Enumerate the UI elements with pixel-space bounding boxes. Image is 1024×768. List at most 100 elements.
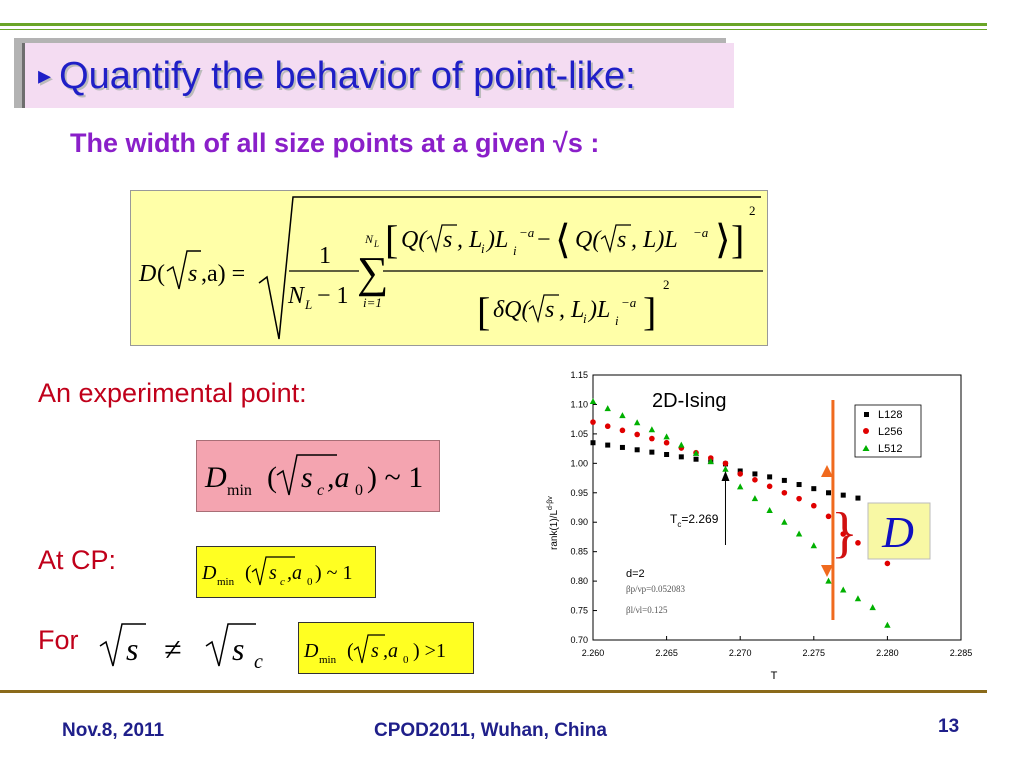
svg-text:0: 0 <box>355 482 363 499</box>
point-l512 <box>766 506 773 513</box>
point-l128 <box>634 447 640 453</box>
point-l128 <box>678 454 684 460</box>
svg-text:s: s <box>617 227 626 253</box>
point-l256 <box>884 560 891 567</box>
point-l512 <box>707 458 714 465</box>
svg-text:2: 2 <box>663 277 670 292</box>
svg-text:1: 1 <box>319 243 331 269</box>
point-l128 <box>693 456 699 462</box>
label-at-cp: At CP: <box>38 545 117 575</box>
orange-arrow-up <box>821 565 833 577</box>
footer-page-number: 13 <box>938 716 960 737</box>
svg-text:− 1: − 1 <box>317 283 349 309</box>
svg-text:)L: )L <box>485 227 508 253</box>
svg-text:−: − <box>537 227 551 253</box>
beta-p-label: βp/νp=0.052083 <box>626 584 685 594</box>
formula-lhs-D: D <box>138 261 156 287</box>
y-tick-label: 1.10 <box>570 399 588 409</box>
d-label: d=2 <box>626 568 645 580</box>
svg-text:−a: −a <box>519 225 535 240</box>
svg-text:s: s <box>545 297 554 323</box>
svg-text:≠: ≠ <box>164 631 182 667</box>
point-l128 <box>796 482 802 488</box>
svg-text:i=1: i=1 <box>363 295 382 310</box>
red-brace: } <box>831 502 858 564</box>
main-formula: D ( s ,a) = 1 N L − 1 N L ∑ i=1 [ Q( s ,… <box>138 196 763 340</box>
point-l512 <box>884 621 891 628</box>
chart-title: 2D-Ising <box>652 390 726 412</box>
slide-title: ▸ Quantify the behavior of point-like: <box>38 55 636 98</box>
svg-text:, L: , L <box>559 297 584 323</box>
point-l128 <box>855 495 861 501</box>
main-formula-box: D ( s ,a) = 1 N L − 1 N L ∑ i=1 [ Q( s ,… <box>130 190 768 346</box>
y-tick-label: 1.05 <box>570 429 588 439</box>
y-tick-label: 0.85 <box>570 547 588 557</box>
tc-label: Tc=2.269 <box>670 512 719 529</box>
point-l256 <box>649 435 655 442</box>
svg-text:0: 0 <box>307 576 313 588</box>
sum-symbol: ∑ <box>357 248 388 297</box>
point-l128 <box>605 442 611 448</box>
lhs-radical <box>166 250 201 290</box>
cp-formula: D min ( s c ,a 0 ) ~ 1 <box>201 556 352 588</box>
point-l128 <box>767 474 773 480</box>
tc-arrowhead <box>721 471 730 481</box>
top-rule-thin <box>0 29 987 30</box>
point-l256 <box>663 439 670 446</box>
svg-text:L: L <box>304 297 312 312</box>
svg-text:N: N <box>364 232 374 246</box>
svg-text:s: s <box>371 640 379 662</box>
legend-l256: L256 <box>878 426 902 438</box>
point-l128 <box>649 449 655 455</box>
D-label: D <box>881 508 914 557</box>
point-l512 <box>751 495 759 502</box>
y-tick-label: 0.95 <box>570 488 588 498</box>
point-l128 <box>826 490 832 496</box>
x-tick-label: 2.260 <box>582 648 605 658</box>
point-l512 <box>648 426 656 433</box>
svg-text:i: i <box>615 313 619 328</box>
svg-text:i: i <box>481 241 485 256</box>
beta-l-label: βl/νl=0.125 <box>626 605 668 615</box>
svg-text:δQ(: δQ( <box>493 297 531 323</box>
svg-text:i: i <box>513 243 517 258</box>
point-l512 <box>722 465 729 472</box>
svg-text:(: ( <box>157 261 165 287</box>
point-l256 <box>707 455 714 461</box>
legend-marker-l128 <box>864 412 869 417</box>
svg-text:⟨: ⟨ <box>555 217 571 262</box>
point-l128 <box>737 468 743 474</box>
svg-text:(: ( <box>267 461 277 494</box>
point-l512 <box>678 441 685 448</box>
experimental-formula: D min ( s c ,a 0 ) ~ 1 <box>204 454 423 499</box>
svg-text:) >1: ) >1 <box>413 640 446 662</box>
point-l128 <box>664 452 670 457</box>
title-box <box>22 43 734 108</box>
svg-text:c: c <box>317 482 324 499</box>
svg-text:D: D <box>303 640 319 662</box>
cp-formula-box: D min ( s c ,a 0 ) ~ 1 <box>196 546 376 598</box>
ising-chart-svg: 2.260 2.265 2.270 2.275 2.280 2.285 0.70 0.75 0.… <box>547 370 973 682</box>
point-l512 <box>854 595 862 602</box>
point-l256 <box>825 513 832 520</box>
svg-text:⟩: ⟩ <box>715 217 731 262</box>
top-rule-thick <box>0 23 987 26</box>
point-l512 <box>869 604 876 611</box>
point-l512 <box>825 577 832 584</box>
x-axis-label: T <box>771 670 778 682</box>
label-experimental-point: An experimental point: <box>38 378 307 408</box>
svg-text:c: c <box>254 651 263 670</box>
svg-text:s: s <box>443 227 452 253</box>
svg-text:i: i <box>583 311 587 326</box>
legend-l512: L512 <box>878 443 902 455</box>
x-tick-label: 2.285 <box>950 648 973 658</box>
point-l256 <box>722 460 729 467</box>
point-l256 <box>766 483 773 490</box>
point-l256 <box>604 423 611 430</box>
svg-text:L: L <box>373 239 379 249</box>
point-l512 <box>633 419 641 426</box>
orange-arrow-down <box>821 465 833 477</box>
svg-text:,a: ,a <box>383 640 398 662</box>
point-l128 <box>840 492 846 498</box>
x-tick-label: 2.275 <box>803 648 826 658</box>
